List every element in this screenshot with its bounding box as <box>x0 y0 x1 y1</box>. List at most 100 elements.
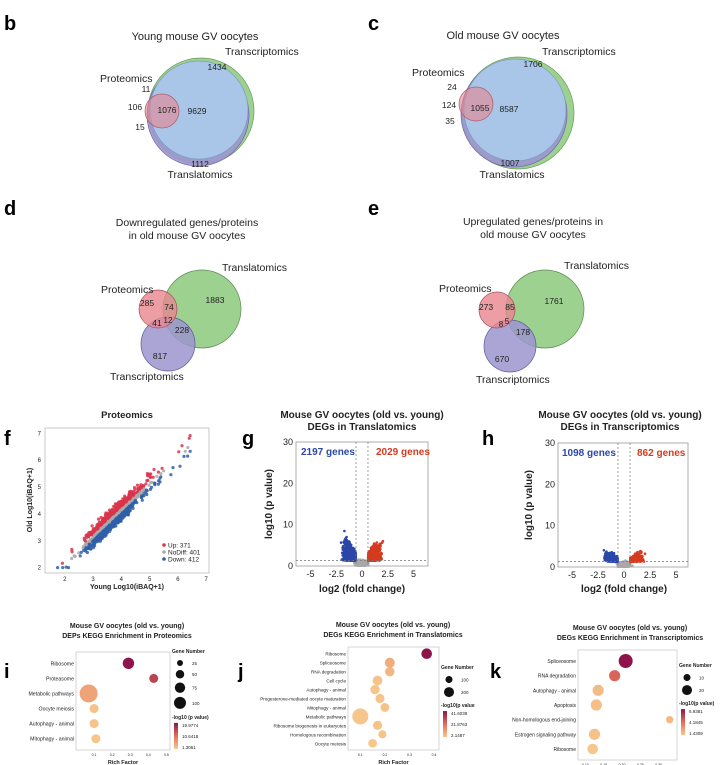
term-label: Metabolic pathways <box>28 691 74 697</box>
legend-label: NoDiff: 401 <box>168 550 201 557</box>
bubble-oocyte-meiosis <box>90 704 99 713</box>
point-up <box>139 485 142 488</box>
bubble-spliceosome <box>619 654 633 668</box>
point-down <box>116 521 119 524</box>
proteomics-kegg-bubble-chart: Mouse GV oocytes (old vs. young)DEPs KEG… <box>28 623 209 765</box>
x-tick-label: 0 <box>359 569 364 579</box>
size-legend-circle <box>174 697 186 709</box>
point-nodiff <box>354 564 357 567</box>
colorbar-label: 6.9381 <box>689 709 703 714</box>
panel-label-b: b <box>4 13 16 35</box>
point-down <box>182 455 185 458</box>
colorbar-label: 1.4309 <box>689 731 703 736</box>
colorbar <box>681 709 685 735</box>
term-label: Estrogen signaling pathway <box>515 732 577 738</box>
bubble-autophagy-animal <box>370 685 379 694</box>
x-tick-label: 5 <box>148 577 152 583</box>
set-label-transcriptomics: Transcriptomics <box>542 46 616 58</box>
point-up <box>87 534 90 537</box>
bubble-mitophagy-animal <box>380 703 389 712</box>
point-nodiff <box>619 564 622 567</box>
x-tick-label: 0.1 <box>358 753 363 757</box>
panel-label-j: j <box>237 661 244 683</box>
y-tick-label: 5 <box>38 485 42 491</box>
x-tick-label: 0.1 <box>92 753 97 757</box>
set-label-translatomics: Translatomics <box>168 169 233 181</box>
point-up <box>377 554 380 557</box>
point-up <box>380 552 383 555</box>
point-nodiff <box>136 495 139 498</box>
venn-value: 124 <box>442 100 456 110</box>
legend-marker <box>162 557 166 561</box>
x-tick-label: 2 <box>63 577 67 583</box>
y-tick-label: 10 <box>545 521 555 531</box>
venn-value: 74 <box>164 302 174 312</box>
colorbar-label: 10.6418 <box>182 734 199 739</box>
point-down <box>186 455 189 458</box>
point-up <box>379 548 382 551</box>
point-up <box>89 533 92 536</box>
point-down <box>169 473 172 476</box>
point-down <box>603 549 606 552</box>
down-genes-count: 1098 genes <box>562 448 616 459</box>
bubble-ribosome <box>587 744 598 755</box>
venn-value: 285 <box>140 298 154 308</box>
point-nodiff <box>186 446 189 449</box>
point-down <box>608 556 611 559</box>
chart-title-line: DEGs KEGG Enrichment in Translatomics <box>323 632 462 639</box>
term-label: Mitophagy - animal <box>307 705 346 710</box>
y-tick-label: 2 <box>38 566 42 572</box>
y-axis-label: log10 (p value) <box>524 470 535 540</box>
chart-title-line: Mouse GV oocytes (old vs. young) <box>336 622 450 629</box>
x-tick-label: -5 <box>306 569 314 579</box>
point-down <box>611 551 614 554</box>
size-legend-circle <box>683 674 690 681</box>
x-tick-label: 0.4 <box>146 753 151 757</box>
chart-title: Proteomics <box>101 410 153 421</box>
point-down <box>346 556 349 559</box>
point-nodiff <box>362 560 365 563</box>
set-label-proteomics: Proteomics <box>412 67 465 79</box>
bubble-apoptosis <box>591 699 602 710</box>
point-down <box>125 509 128 512</box>
bubble-proteasome <box>149 674 158 683</box>
set-label-translatomics: Translatomics <box>564 260 629 272</box>
point-up <box>632 555 635 558</box>
size-legend-label: 20 <box>699 688 705 693</box>
term-label: Ribosome <box>553 747 576 753</box>
up-genes-count: 862 genes <box>637 448 686 459</box>
y-tick-label: 10 <box>283 520 293 530</box>
size-legend-label: 100 <box>461 678 469 683</box>
point-down <box>129 505 132 508</box>
chart-title-line: DEGs in Translatomics <box>308 422 417 433</box>
colorbar-label: 1.3061 <box>182 745 196 750</box>
point-up <box>367 557 370 560</box>
point-up <box>373 543 376 546</box>
point-up <box>371 557 374 560</box>
set-label-transcriptomics: Transcriptomics <box>476 374 550 386</box>
x-axis-label: log2 (fold change) <box>319 584 405 595</box>
chart-title-line: DEPs KEGG Enrichment in Proteomics <box>62 633 192 640</box>
bubble-non-homologous-end-joining <box>666 716 673 723</box>
point-up <box>102 519 105 522</box>
x-tick-label: 0.3 <box>407 753 412 757</box>
point-up <box>136 484 139 487</box>
set-label-transcriptomics: Transcriptomics <box>225 46 299 58</box>
legend-label: Up: 371 <box>168 543 191 550</box>
point-up <box>91 524 94 527</box>
point-down <box>346 549 349 552</box>
bubble-rna-degradation <box>385 667 394 676</box>
colorbar-label: 4.1845 <box>689 720 703 725</box>
point-down <box>342 553 345 556</box>
legend-marker <box>162 550 166 554</box>
chart-title-line: Mouse GV oocytes (old vs. young) <box>573 625 687 632</box>
point-down <box>604 553 607 556</box>
x-tick-label: -5 <box>568 570 576 580</box>
venn-value: 85 <box>505 302 515 312</box>
chart-title-line: Mouse GV oocytes (old vs. young) <box>538 410 701 421</box>
point-down <box>140 496 143 499</box>
x-tick-label: 0.3 <box>128 753 133 757</box>
x-axis-label: Young Log10(iBAQ+1) <box>90 584 164 591</box>
y-tick-label: 3 <box>38 539 42 545</box>
point-down <box>612 557 615 560</box>
